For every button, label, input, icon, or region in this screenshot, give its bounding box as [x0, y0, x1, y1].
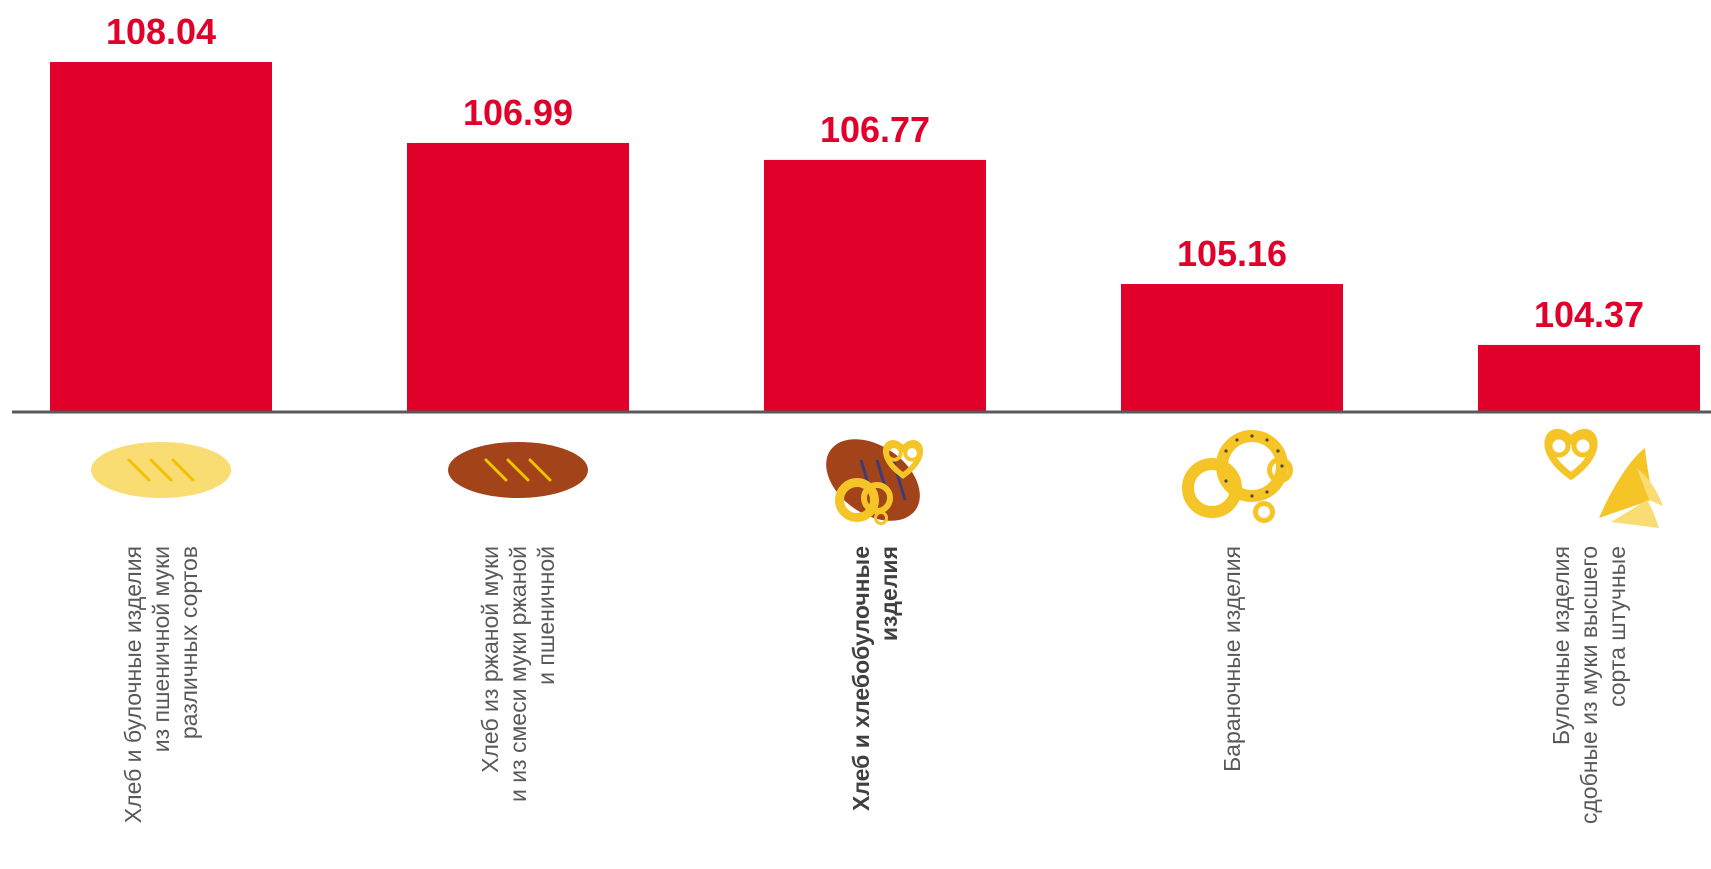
bars-group: [50, 62, 1700, 412]
pretzel-croissant-icon: [1544, 429, 1663, 528]
rye-bread-loaf-icon: [448, 442, 588, 498]
value-labels-group: 108.04 106.99 106.77 105.16 104.37: [106, 11, 1644, 335]
category-label-line: сорта штучные: [1604, 546, 1630, 707]
category-label-4: Бараночные изделия: [1219, 546, 1245, 772]
category-label-1: Хлеб и булочные изделияиз пшеничной муки…: [120, 546, 202, 823]
category-label-3: Хлеб и хлебобулочныеизделия: [848, 546, 902, 811]
bakery-assortment-icon: [826, 439, 924, 525]
category-label-line: изделия: [876, 546, 902, 641]
light-bread-loaf-icon: [91, 442, 231, 498]
category-labels-group: Хлеб и булочные изделияиз пшеничной муки…: [120, 546, 1630, 824]
value-label-1: 108.04: [106, 11, 216, 52]
category-label-line: различных сортов: [176, 546, 202, 739]
category-label-2: Хлеб из ржаной мукии из смеси муки ржано…: [477, 546, 559, 802]
category-label-line: и из смеси муки ржаной: [505, 546, 531, 802]
bar-3: [764, 159, 986, 412]
category-label-line: и пшеничной: [533, 546, 559, 685]
category-label-line: Булочные изделия: [1548, 546, 1574, 745]
value-label-2: 106.99: [463, 92, 573, 133]
bar-5: [1478, 344, 1700, 412]
category-icons-group: [91, 429, 1663, 528]
category-label-line: из пшеничной муки: [148, 546, 174, 752]
bar-1: [50, 62, 272, 412]
category-label-line: Бараночные изделия: [1219, 546, 1245, 772]
value-label-5: 104.37: [1534, 294, 1644, 335]
bar-2: [407, 142, 629, 412]
value-label-4: 105.16: [1177, 233, 1287, 274]
category-label-5: Булочные изделиясдобные из муки высшегос…: [1548, 546, 1630, 824]
category-label-line: Хлеб и хлебобулочные: [848, 546, 874, 811]
category-label-line: Хлеб из ржаной муки: [477, 546, 503, 773]
bagels-icon: [1182, 430, 1293, 523]
value-label-3: 106.77: [820, 109, 930, 150]
category-label-line: сдобные из муки высшего: [1576, 546, 1602, 824]
bar-4: [1121, 284, 1343, 412]
category-label-line: Хлеб и булочные изделия: [120, 546, 146, 823]
